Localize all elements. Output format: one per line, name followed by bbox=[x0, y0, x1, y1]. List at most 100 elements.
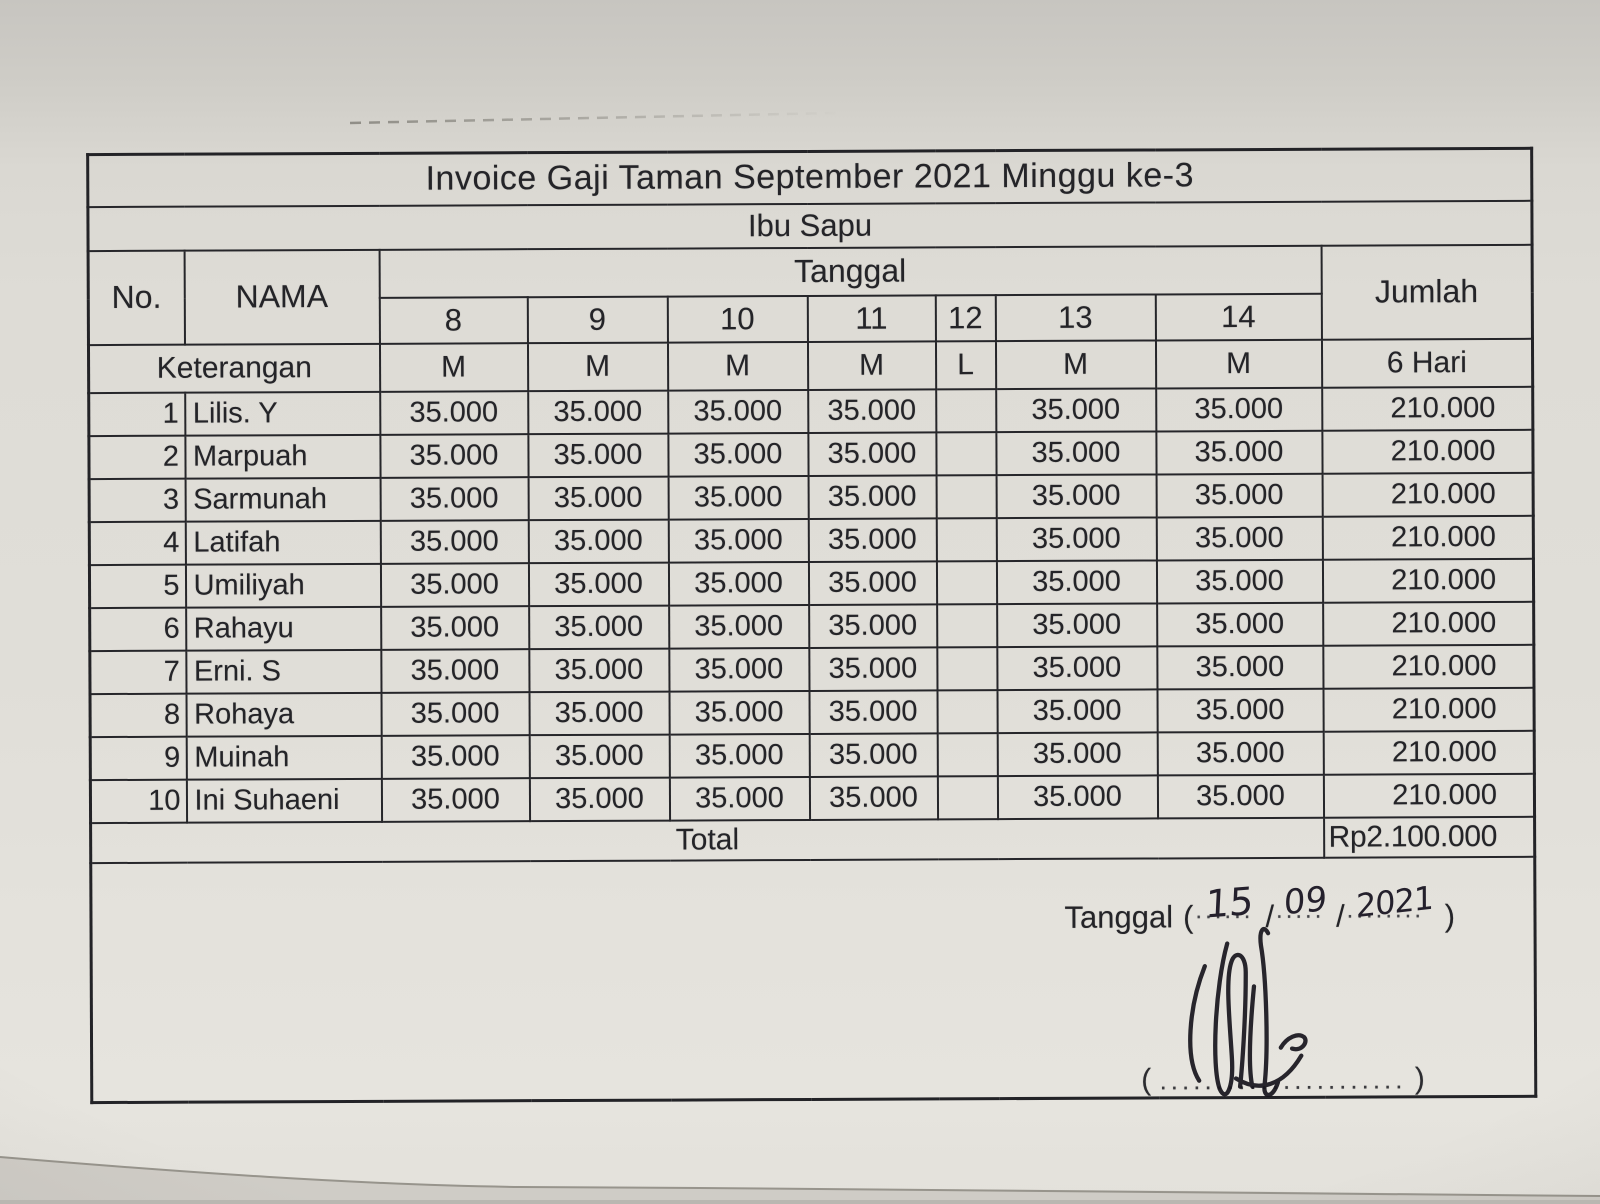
wage-cell: 35.000 bbox=[380, 391, 528, 435]
wage-cell: 35.000 bbox=[381, 692, 529, 736]
row-total: 210.000 bbox=[1323, 730, 1534, 774]
handwritten-day: 15 bbox=[1204, 878, 1254, 926]
table-row: 3 Sarmunah 35.000 35.000 35.000 35.000 3… bbox=[89, 472, 1533, 521]
wage-cell: 35.000 bbox=[809, 647, 937, 691]
keterangan-code: L bbox=[935, 341, 995, 389]
worker-name: Muinah bbox=[186, 735, 381, 779]
invoice-table: Invoice Gaji Taman September 2021 Minggu… bbox=[86, 147, 1537, 1104]
worker-name: Umiliyah bbox=[185, 563, 380, 607]
wage-cell bbox=[937, 776, 997, 819]
table-row: 6 Rahayu 35.000 35.000 35.000 35.000 35.… bbox=[90, 601, 1534, 650]
wage-cell bbox=[936, 475, 996, 518]
wage-cell: 35.000 bbox=[997, 732, 1157, 776]
table-row: 2 Marpuah 35.000 35.000 35.000 35.000 35… bbox=[89, 429, 1533, 478]
date-header: 12 bbox=[935, 295, 995, 341]
date-separator: / bbox=[1336, 898, 1345, 934]
wage-cell: 35.000 bbox=[996, 474, 1156, 518]
wage-cell: 35.000 bbox=[668, 389, 808, 433]
wage-cell: 35.000 bbox=[1156, 516, 1322, 560]
wage-cell: 35.000 bbox=[528, 433, 668, 477]
wage-cell: 35.000 bbox=[809, 604, 937, 648]
table-row: 4 Latifah 35.000 35.000 35.000 35.000 35… bbox=[89, 515, 1533, 564]
row-total: 210.000 bbox=[1322, 515, 1533, 559]
row-number: 9 bbox=[90, 736, 186, 779]
wage-cell: 35.000 bbox=[997, 775, 1157, 819]
wage-cell: 35.000 bbox=[380, 520, 528, 564]
row-number: 2 bbox=[89, 435, 185, 478]
keterangan-code: M bbox=[995, 340, 1155, 389]
worker-name: Rahayu bbox=[186, 606, 381, 650]
subtitle-row: Ibu Sapu bbox=[88, 200, 1532, 250]
wage-cell: 35.000 bbox=[996, 431, 1156, 475]
wage-cell: 35.000 bbox=[997, 603, 1157, 647]
wage-cell bbox=[936, 389, 996, 432]
wage-cell: 35.000 bbox=[381, 735, 529, 779]
table-row: 10 Ini Suhaeni 35.000 35.000 35.000 35.0… bbox=[90, 773, 1534, 822]
wage-cell: 35.000 bbox=[997, 646, 1157, 690]
row-total: 210.000 bbox=[1323, 601, 1534, 645]
row-total: 210.000 bbox=[1322, 386, 1533, 430]
handwritten-month-slot: ..... 09 bbox=[1274, 886, 1336, 926]
table-row: 9 Muinah 35.000 35.000 35.000 35.000 35.… bbox=[90, 730, 1534, 779]
invoice-subtitle: Ibu Sapu bbox=[88, 200, 1532, 250]
wage-cell: 35.000 bbox=[1157, 602, 1323, 646]
row-number: 6 bbox=[90, 607, 186, 650]
worker-name: Rohaya bbox=[186, 692, 381, 736]
wage-cell: 35.000 bbox=[808, 432, 936, 476]
wage-cell bbox=[937, 690, 997, 733]
date-header: 13 bbox=[995, 294, 1155, 341]
worker-name: Ini Suhaeni bbox=[186, 778, 381, 822]
column-header-tanggal: Tanggal bbox=[379, 245, 1321, 297]
wage-cell: 35.000 bbox=[669, 776, 809, 820]
wage-cell: 35.000 bbox=[809, 733, 937, 777]
row-number: 7 bbox=[90, 650, 186, 693]
wage-cell: 35.000 bbox=[1156, 559, 1322, 603]
wage-cell: 35.000 bbox=[1157, 774, 1323, 818]
wage-cell: 35.000 bbox=[380, 434, 528, 478]
wage-cell: 35.000 bbox=[529, 734, 669, 778]
wage-cell bbox=[936, 561, 996, 604]
date-header: 10 bbox=[667, 295, 807, 342]
wage-cell: 35.000 bbox=[529, 777, 669, 821]
paren-close: ) bbox=[1415, 1062, 1425, 1095]
worker-name: Lilis. Y bbox=[185, 391, 380, 435]
keterangan-label: Keterangan bbox=[88, 343, 379, 392]
paren-open: ( bbox=[1141, 1063, 1151, 1096]
row-total: 210.000 bbox=[1323, 773, 1534, 817]
row-number: 1 bbox=[89, 392, 185, 435]
table-row: 1 Lilis. Y 35.000 35.000 35.000 35.000 3… bbox=[89, 386, 1533, 435]
wage-cell: 35.000 bbox=[528, 562, 668, 606]
signature-area: Tanggal ( ...... 15 / ..... 09 / bbox=[91, 856, 1536, 1102]
wage-cell: 35.000 bbox=[381, 649, 529, 693]
wage-cell bbox=[937, 604, 997, 647]
wage-cell: 35.000 bbox=[808, 518, 936, 562]
wage-cell: 35.000 bbox=[528, 519, 668, 563]
worker-name: Marpuah bbox=[185, 434, 380, 478]
wage-cell: 35.000 bbox=[669, 690, 809, 734]
date-header: 14 bbox=[1155, 293, 1321, 340]
wage-cell: 35.000 bbox=[1156, 473, 1322, 517]
row-total: 210.000 bbox=[1322, 558, 1533, 602]
wage-cell: 35.000 bbox=[528, 390, 668, 434]
wage-cell bbox=[937, 733, 997, 776]
wage-cell: 35.000 bbox=[996, 560, 1156, 604]
wage-cell: 35.000 bbox=[809, 690, 937, 734]
wage-cell: 35.000 bbox=[1156, 430, 1322, 474]
row-number: 10 bbox=[90, 779, 186, 822]
keterangan-code: M bbox=[807, 341, 935, 390]
wage-cell: 35.000 bbox=[808, 475, 936, 519]
total-value: Rp2.100.000 bbox=[1324, 816, 1535, 857]
column-header-no: No. bbox=[88, 250, 184, 344]
keterangan-row: Keterangan M M M M L M M 6 Hari bbox=[88, 338, 1532, 392]
wage-cell: 35.000 bbox=[997, 689, 1157, 733]
worker-name: Latifah bbox=[185, 520, 380, 564]
row-number: 4 bbox=[89, 521, 185, 564]
row-total: 210.000 bbox=[1322, 472, 1533, 516]
row-number: 5 bbox=[89, 564, 185, 607]
handwritten-day-slot: ...... 15 bbox=[1193, 886, 1265, 926]
column-header-nama: NAMA bbox=[184, 249, 379, 344]
row-number: 3 bbox=[89, 478, 185, 521]
wage-cell bbox=[936, 432, 996, 475]
